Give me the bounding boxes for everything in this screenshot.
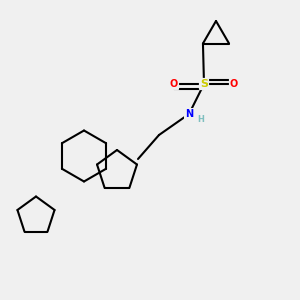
Text: O: O: [170, 79, 178, 89]
Text: S: S: [200, 79, 208, 89]
Text: O: O: [230, 79, 238, 89]
Text: H: H: [198, 116, 204, 124]
Text: N: N: [185, 109, 193, 119]
